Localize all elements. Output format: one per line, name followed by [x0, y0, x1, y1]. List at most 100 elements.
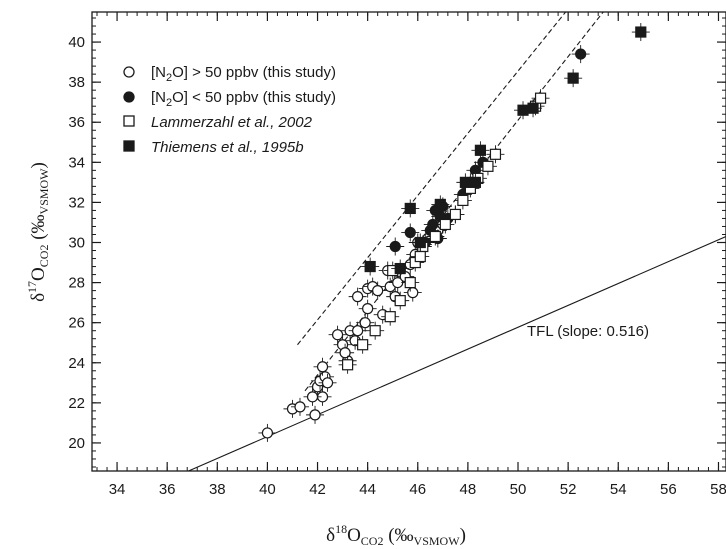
legend-marker-filled-square — [123, 140, 135, 152]
marker — [434, 198, 446, 211]
marker — [394, 262, 406, 275]
data-point-open-circle — [358, 299, 377, 318]
y-tick-label: 24 — [68, 355, 85, 372]
marker — [352, 325, 364, 337]
marker — [439, 218, 451, 231]
x-tick-label: 52 — [560, 481, 577, 498]
x-axis-label: δ18OCO2 (‰VSMOW) — [326, 522, 466, 548]
marker — [482, 160, 494, 172]
marker — [427, 218, 439, 231]
data-point-open-square — [453, 191, 472, 210]
marker — [339, 347, 351, 359]
x-tick-label: 40 — [259, 481, 276, 498]
marker — [342, 359, 354, 371]
marker — [449, 208, 461, 221]
legend-marker-open-circle — [123, 66, 135, 78]
marker — [309, 409, 321, 421]
x-tick-label: 54 — [610, 481, 627, 498]
data-point-open-square — [531, 89, 550, 108]
data-point-open-square — [381, 307, 400, 326]
marker — [407, 287, 419, 299]
data-point-filled-circle — [386, 237, 405, 256]
marker — [469, 176, 482, 188]
marker — [575, 48, 587, 60]
y-tick-label: 20 — [68, 435, 85, 452]
legend-marker-open-square — [123, 115, 135, 127]
legend-label-lammerzahl: Lammerzahl et al., 2002 — [151, 114, 313, 131]
data-point-open-circle — [318, 373, 337, 392]
marker — [404, 276, 416, 289]
marker — [384, 311, 396, 323]
data-point-open-square — [338, 355, 357, 374]
x-tick-label: 38 — [209, 481, 226, 498]
plot-frame — [91, 11, 726, 472]
ref-line-tfl — [188, 235, 726, 471]
marker — [306, 391, 319, 403]
marker — [389, 240, 401, 253]
data-point-open-circle — [348, 321, 367, 340]
data-point-filled-square — [431, 195, 450, 214]
marker — [352, 291, 364, 303]
x-tick-label: 48 — [460, 481, 477, 498]
marker — [369, 325, 381, 337]
data-point-open-circle — [306, 405, 325, 424]
data-point-open-circle — [303, 387, 322, 406]
data-point-filled-circle — [401, 223, 420, 242]
x-tick-label: 36 — [159, 481, 176, 498]
data-point-open-circle — [313, 357, 332, 376]
data-point-filled-square — [466, 173, 485, 192]
marker — [357, 339, 369, 351]
marker — [457, 194, 469, 207]
marker — [567, 72, 579, 84]
data-point-filled-square — [391, 259, 410, 278]
data-point-filled-square — [524, 99, 543, 118]
data-point-open-circle — [258, 423, 277, 442]
data-point-filled-circle — [571, 45, 590, 64]
data-point-open-square — [436, 215, 455, 234]
data-point-open-circle — [290, 397, 309, 416]
marker — [261, 427, 274, 439]
x-tick-label: 58 — [710, 481, 726, 498]
legend: [N2O] > 50 ppbv (this study) [N2O] < 50 … — [123, 64, 336, 156]
marker — [359, 317, 371, 329]
y-tick-label: 22 — [68, 395, 85, 412]
marker — [372, 285, 384, 297]
data-point-filled-square — [471, 141, 490, 160]
legend-label-n2o-below-50: [N2O] < 50 ppbv (this study) — [151, 89, 336, 109]
x-tick-label: 50 — [510, 481, 527, 498]
y-tick-label: 40 — [68, 34, 85, 51]
data-point-open-circle — [328, 325, 347, 344]
x-tick-label: 34 — [109, 481, 126, 498]
x-tick-label: 56 — [660, 481, 677, 498]
marker — [474, 144, 487, 156]
marker — [635, 26, 647, 38]
y-tick-label: 28 — [68, 275, 85, 292]
data-point-open-square — [446, 205, 465, 224]
tfl-annotation: TFL (slope: 0.516) — [527, 323, 649, 340]
data-point-open-circle — [356, 313, 375, 332]
data-point-open-square — [478, 157, 497, 176]
data-point-open-square — [391, 291, 410, 310]
y-tick-label: 26 — [68, 315, 85, 332]
legend-label-thiemens: Thiemens et al., 1995b — [151, 139, 304, 156]
data-point-filled-square — [411, 233, 430, 252]
data-point-open-circle — [336, 343, 355, 362]
y-tick-label: 32 — [68, 194, 85, 211]
data-points — [258, 23, 650, 442]
marker — [362, 303, 374, 315]
marker — [404, 226, 416, 239]
x-tick-label: 46 — [409, 481, 426, 498]
y-tick-label: 38 — [68, 74, 85, 91]
marker — [394, 295, 406, 307]
data-point-open-square — [401, 273, 420, 292]
marker — [316, 361, 329, 373]
marker — [321, 377, 334, 389]
data-point-open-square — [426, 227, 445, 246]
marker — [429, 230, 441, 243]
data-point-filled-square — [401, 199, 420, 218]
marker — [364, 260, 376, 273]
marker — [414, 236, 426, 249]
marker — [414, 250, 426, 263]
data-point-open-square — [366, 321, 385, 340]
